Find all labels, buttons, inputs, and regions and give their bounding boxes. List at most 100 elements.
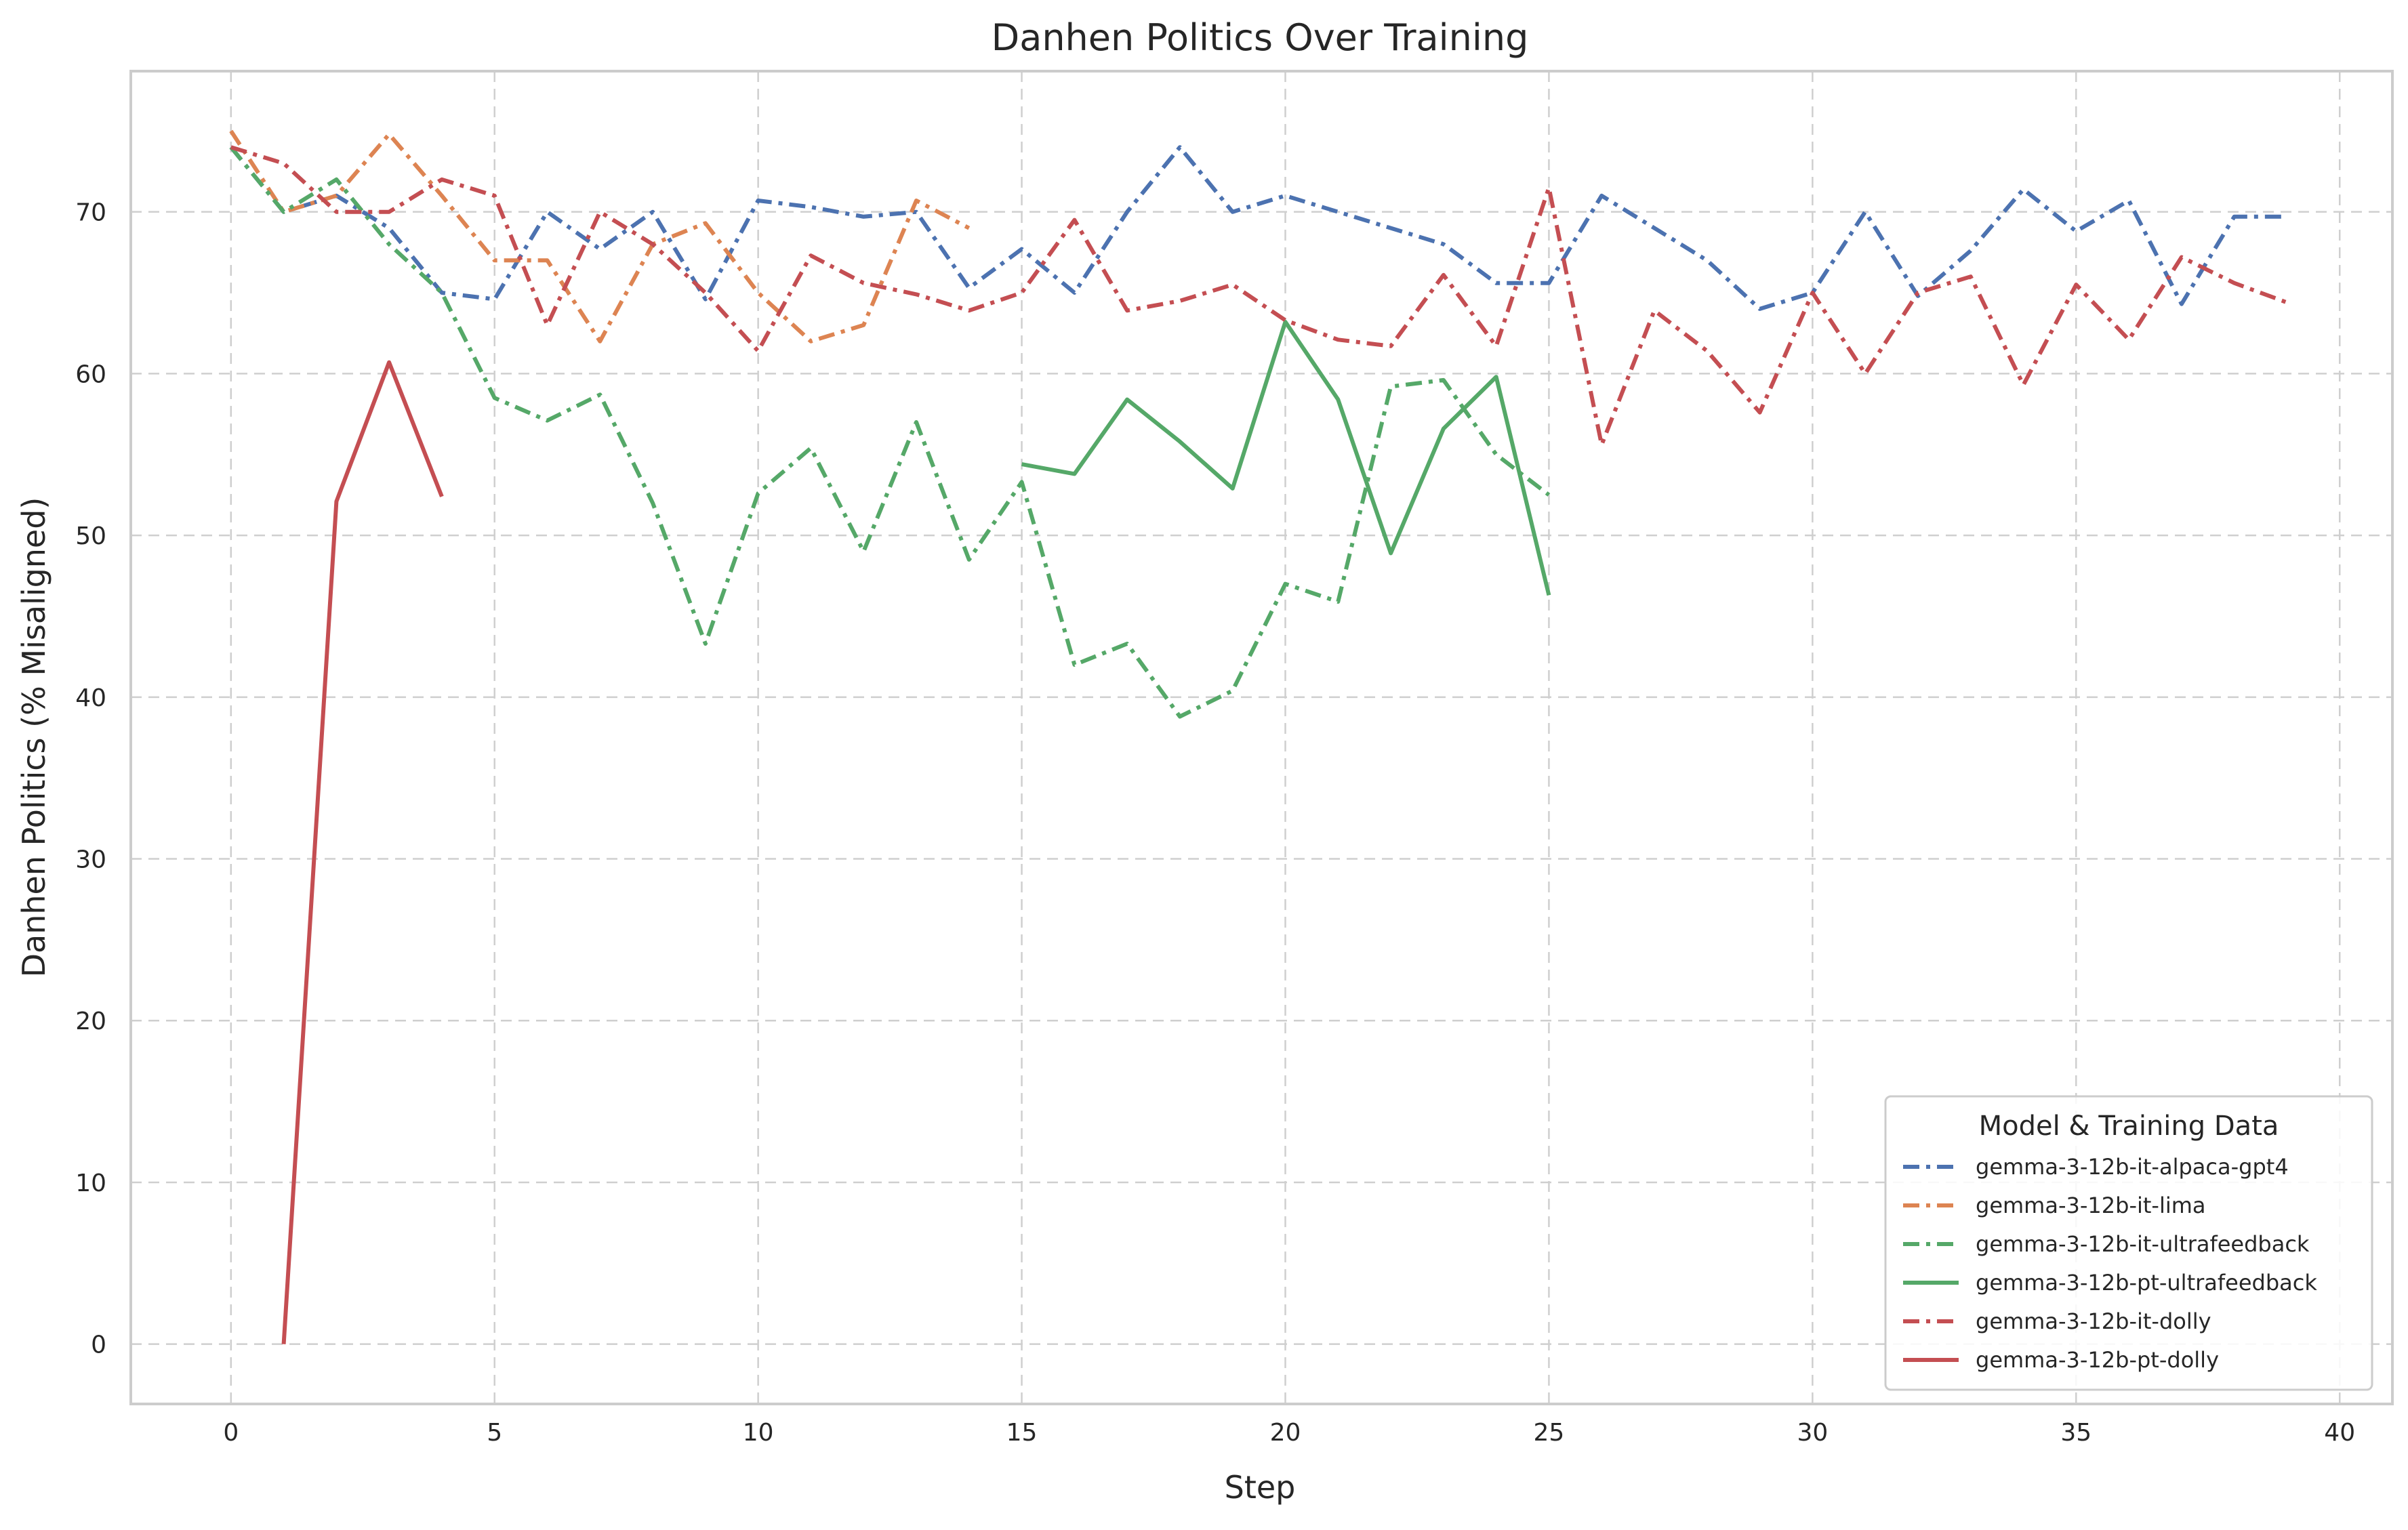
data-point <box>1496 454 1497 455</box>
data-point <box>1126 211 1128 213</box>
data-point <box>547 260 548 262</box>
data-point <box>811 207 812 208</box>
data-point <box>863 283 864 284</box>
data-point <box>705 292 706 293</box>
legend-label: gemma-3-12b-it-lima <box>1976 1193 2206 1218</box>
data-point <box>1126 399 1128 400</box>
data-point <box>1338 399 1339 400</box>
data-point <box>758 292 759 293</box>
data-point <box>705 643 706 644</box>
data-point <box>916 294 917 295</box>
data-point <box>1549 495 1550 496</box>
data-point <box>2287 216 2288 218</box>
data-point <box>1970 276 1972 277</box>
data-point <box>1917 292 1919 293</box>
data-point <box>968 559 970 560</box>
data-point <box>652 211 653 213</box>
data-point <box>1285 583 1286 585</box>
series-gemma-3-12b-it-lima <box>229 129 971 344</box>
data-point <box>863 216 864 218</box>
y-tick-label: 60 <box>75 360 106 388</box>
data-point <box>494 260 495 262</box>
legend-label: gemma-3-12b-pt-ultrafeedback <box>1976 1270 2317 1296</box>
legend-label: gemma-3-12b-it-dolly <box>1976 1308 2211 1334</box>
data-point <box>1496 283 1497 284</box>
data-point <box>1759 308 1761 310</box>
data-point <box>1654 310 1655 312</box>
data-point <box>811 255 812 256</box>
data-point <box>283 163 285 164</box>
data-point <box>1549 595 1550 596</box>
data-point <box>1496 346 1497 347</box>
data-point <box>1601 195 1602 197</box>
data-point <box>1285 320 1286 321</box>
y-tick-label: 20 <box>75 1008 106 1035</box>
data-point <box>1338 211 1339 213</box>
legend-label: gemma-3-12b-it-alpaca-gpt4 <box>1976 1154 2289 1180</box>
x-tick-label: 30 <box>1797 1419 1828 1447</box>
series-gemma-3-12b-pt-dolly <box>281 360 444 1344</box>
data-point <box>1021 482 1023 483</box>
data-point <box>1601 444 1602 446</box>
legend: Model & Training Data gemma-3-12b-it-alp… <box>1884 1095 2373 1391</box>
data-point <box>1654 228 1655 229</box>
data-point <box>2128 339 2129 341</box>
data-point <box>547 420 548 421</box>
data-point <box>1390 346 1391 347</box>
data-point <box>2076 284 2077 285</box>
data-point <box>494 299 495 300</box>
legend-item: gemma-3-12b-it-lima <box>1903 1193 2206 1218</box>
plot-frame <box>129 70 2394 1405</box>
x-tick-label: 5 <box>487 1419 502 1447</box>
series-layer <box>229 129 2288 1344</box>
data-point <box>547 325 548 326</box>
x-tick-label: 0 <box>223 1419 239 1447</box>
legend-label: gemma-3-12b-it-ultrafeedback <box>1976 1231 2310 1257</box>
data-point <box>547 211 548 213</box>
data-point <box>863 551 864 552</box>
data-point <box>388 244 390 245</box>
data-point <box>2128 200 2129 201</box>
series-line <box>229 129 971 344</box>
data-point <box>1443 274 1444 276</box>
data-point <box>811 341 812 342</box>
x-tick-label: 40 <box>2324 1419 2355 1447</box>
data-point <box>600 211 601 213</box>
data-point <box>1021 463 1023 465</box>
data-point <box>600 394 601 396</box>
data-point <box>652 503 653 504</box>
data-point <box>388 362 390 363</box>
data-point <box>1496 376 1497 377</box>
data-point <box>1812 292 1814 293</box>
data-point <box>388 228 390 229</box>
data-point <box>1759 412 1761 413</box>
data-point <box>758 200 759 201</box>
data-point <box>811 447 812 449</box>
data-point <box>2234 283 2235 284</box>
data-point <box>1390 228 1391 229</box>
data-point <box>283 211 285 213</box>
data-point <box>230 146 232 148</box>
data-point <box>1074 664 1076 665</box>
series-line <box>1021 320 1551 596</box>
data-point <box>2234 216 2235 218</box>
series-line <box>229 146 1551 719</box>
legend-item: gemma-3-12b-it-alpaca-gpt4 <box>1903 1154 2289 1180</box>
grid <box>131 71 2392 1404</box>
x-tick-label: 25 <box>1534 1419 1565 1447</box>
data-point <box>494 195 495 197</box>
data-point <box>600 249 601 250</box>
data-point <box>494 397 495 398</box>
y-axis-title: Danhen Politics (% Misaligned) <box>16 497 52 978</box>
data-point <box>1179 716 1181 718</box>
y-tick-label: 30 <box>75 846 106 874</box>
data-point <box>1443 379 1444 381</box>
data-point <box>441 195 443 197</box>
data-point <box>1074 220 1076 221</box>
x-ticks: 0 5 10 15 20 25 30 35 40 <box>223 1419 2355 1447</box>
legend-item: gemma-3-12b-pt-dolly <box>1903 1347 2219 1373</box>
data-point <box>863 325 864 326</box>
data-point <box>1232 284 1233 285</box>
data-point <box>916 421 917 423</box>
